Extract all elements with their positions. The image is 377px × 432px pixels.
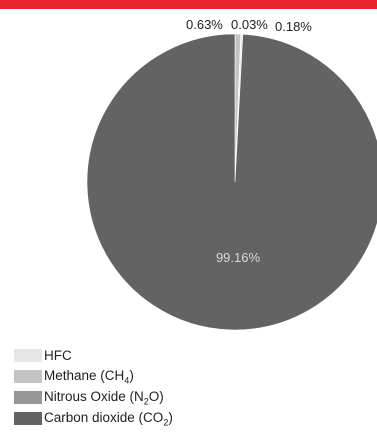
pie-slice-4 bbox=[86, 33, 377, 331]
data-label-carbon-dioxide: 99.16% bbox=[216, 250, 261, 265]
legend-label: HFC bbox=[44, 348, 72, 363]
legend-label: Carbon dioxide (CO2) bbox=[44, 409, 173, 428]
legend-item: Methane (CH4) bbox=[14, 366, 173, 387]
accent-bar bbox=[0, 0, 377, 9]
legend-label: Methane (CH4) bbox=[44, 367, 134, 386]
legend-swatch bbox=[14, 412, 42, 425]
data-label-hfc: 0.18% bbox=[275, 19, 312, 34]
legend-swatch bbox=[14, 349, 42, 362]
legend-item: Nitrous Oxide (N2O) bbox=[14, 387, 173, 408]
legend-swatch bbox=[14, 370, 42, 383]
data-label-methane: 0.63% bbox=[186, 17, 223, 32]
legend: HFC Methane (CH4) Nitrous Oxide (N2O) Carbo… bbox=[14, 345, 173, 429]
data-label-nitrous-oxide: 0.03% bbox=[231, 17, 268, 32]
legend-label: Nitrous Oxide (N2O) bbox=[44, 388, 164, 407]
legend-item: Carbon dioxide (CO2) bbox=[14, 408, 173, 429]
pie-chart: 0.63% 0.03% 0.18% 99.16% bbox=[86, 17, 377, 331]
legend-item: HFC bbox=[14, 345, 173, 366]
legend-swatch bbox=[14, 391, 42, 404]
